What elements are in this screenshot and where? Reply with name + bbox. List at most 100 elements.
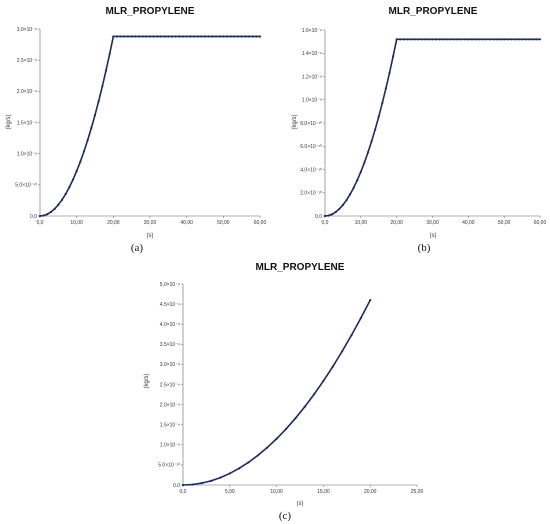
x-tick-label: 50,00 <box>217 220 230 226</box>
x-tick-label: 50,00 <box>498 220 511 226</box>
x-tick-label: 20,00 <box>390 220 403 226</box>
data-point <box>409 38 413 41</box>
data-point <box>366 151 370 154</box>
data-point <box>255 35 258 38</box>
series-line <box>182 299 371 486</box>
data-point <box>90 126 93 130</box>
data-point <box>156 35 159 38</box>
data-point <box>374 128 377 131</box>
series-line <box>39 35 260 217</box>
x-tick-label: 0,0 <box>180 489 187 495</box>
data-point <box>499 38 502 41</box>
data-point <box>228 472 231 475</box>
data-point <box>86 139 89 142</box>
data-point <box>470 38 474 41</box>
y-tick-label: 5.0×10⁻¹⁰ <box>158 463 180 469</box>
data-point <box>203 35 207 38</box>
data-point <box>200 482 203 485</box>
data-point <box>82 150 86 153</box>
y-tick-label: 1.6×10⁻⁹ <box>302 28 322 34</box>
x-tick-label: 20,00 <box>107 220 120 226</box>
data-point <box>46 213 49 216</box>
data-point <box>145 35 148 38</box>
data-point <box>256 454 259 457</box>
figure-caption: (b) <box>418 242 431 254</box>
y-tick-label: 4.0×10⁻¹⁰ <box>300 167 322 173</box>
y-axis-label: (kg/s) <box>292 114 298 129</box>
data-point <box>170 35 174 38</box>
data-point <box>152 35 155 38</box>
data-point <box>449 38 452 41</box>
data-point <box>247 35 251 38</box>
data-point <box>384 87 388 90</box>
data-point <box>53 207 56 210</box>
y-tick-label: 8.0×10⁻¹⁰ <box>300 121 322 127</box>
x-tick-label: 40,00 <box>462 220 475 226</box>
data-point <box>75 170 78 173</box>
data-point <box>442 38 445 41</box>
data-point <box>331 365 334 368</box>
x-axis-label: (s) <box>430 233 437 239</box>
data-point <box>214 35 218 38</box>
data-point <box>64 192 67 196</box>
x-tick-label: 20,00 <box>364 489 377 495</box>
data-point <box>236 35 240 38</box>
data-point <box>323 214 327 218</box>
data-point <box>57 203 60 206</box>
y-tick-label: 4.0×10⁻⁹ <box>160 322 180 328</box>
data-point <box>334 210 337 214</box>
y-tick-label: 3.0×10⁻⁹ <box>17 27 37 33</box>
data-point <box>399 38 402 41</box>
data-point <box>209 479 213 482</box>
data-point <box>352 186 355 189</box>
data-point <box>258 35 262 38</box>
svg-text:(kg/s): (kg/s) <box>144 373 150 388</box>
data-point <box>391 55 395 58</box>
data-point <box>123 35 126 38</box>
data-point <box>520 38 524 41</box>
data-point <box>196 35 199 38</box>
data-point <box>181 483 185 487</box>
y-tick-label: 2.5×10⁻⁹ <box>160 382 180 388</box>
x-tick-label: 30,00 <box>144 220 157 226</box>
data-point <box>130 35 133 38</box>
data-point <box>356 179 359 182</box>
y-tick-label: 1.2×10⁻⁹ <box>302 74 322 80</box>
data-point <box>341 350 344 353</box>
data-point <box>369 298 372 302</box>
data-point <box>338 207 341 211</box>
data-point <box>137 35 141 38</box>
data-point <box>513 38 517 41</box>
data-point <box>413 38 416 41</box>
x-tick-label: 0,0 <box>322 220 329 226</box>
y-tick-label: 0.0 <box>173 483 180 489</box>
y-tick-label: 0.0 <box>315 214 322 220</box>
chart-panel-b: MLR_PROPYLENE (kg/s) 0,0 10,00 20,00 30,00 4… <box>292 6 546 254</box>
data-point <box>174 35 177 38</box>
x-tick-label: 10,00 <box>270 489 283 495</box>
data-point <box>134 35 137 38</box>
x-tick-label: 10,00 <box>70 220 83 226</box>
data-point <box>460 38 463 41</box>
y-tick-label: 2.0×10⁻⁹ <box>17 89 37 95</box>
data-point <box>456 38 459 41</box>
y-tick-label: 4.5×10⁻⁹ <box>160 302 180 308</box>
data-point <box>463 38 466 41</box>
x-axis-label: (s) <box>147 233 154 239</box>
data-point <box>488 38 491 41</box>
data-point <box>359 317 362 320</box>
data-point <box>341 203 345 207</box>
y-tick-label: 1.5×10⁻⁹ <box>160 423 180 429</box>
data-point <box>240 35 243 38</box>
data-point <box>345 198 348 202</box>
data-point <box>510 38 513 41</box>
data-point <box>322 379 325 383</box>
data-point <box>97 100 100 103</box>
data-point <box>503 38 506 41</box>
chart-panel-a: MLR_PROPYLENE (kg/s) 0,0 10,00 20,00 30,00 4… <box>6 6 266 254</box>
figure-caption: (c) <box>279 510 292 522</box>
data-point <box>294 417 297 420</box>
y-axis-label: (kg/s) <box>144 373 150 388</box>
data-point <box>238 467 241 470</box>
y-tick-label: 1.5×10⁻⁹ <box>17 120 37 126</box>
